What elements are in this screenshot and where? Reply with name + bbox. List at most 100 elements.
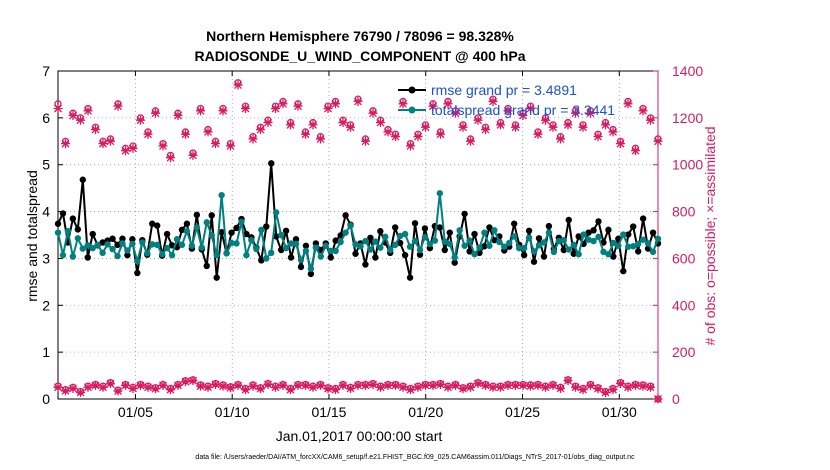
totalspread-point bbox=[585, 236, 592, 243]
obs-assimilated-marker bbox=[616, 139, 625, 149]
totalspread-point bbox=[243, 251, 250, 259]
obs-assimilated-marker bbox=[563, 120, 573, 130]
totalspread-point bbox=[501, 243, 508, 250]
obs-assimilated-marker bbox=[646, 115, 655, 125]
obs-assimilated-marker bbox=[526, 103, 535, 113]
obs-assimilated-marker bbox=[646, 382, 655, 392]
totalspread-point bbox=[515, 244, 523, 252]
data-file-footnote: data file: /Users/raeder/DAI/ATM_forcXX/… bbox=[195, 454, 635, 461]
rmse-point bbox=[233, 224, 240, 232]
rmse-point bbox=[585, 229, 592, 236]
obs-assimilated-marker bbox=[143, 129, 153, 139]
obs-assimilated-marker bbox=[608, 127, 618, 137]
obs-assimilated-marker bbox=[578, 385, 588, 395]
obs-assimilated-marker bbox=[121, 146, 130, 156]
obs-assimilated-marker bbox=[76, 115, 85, 125]
obs-assimilated-marker bbox=[601, 120, 610, 130]
obs-assimilated-marker bbox=[331, 99, 340, 109]
y-tick-label-left: 2 bbox=[42, 297, 50, 313]
y-axis-label-left: rmse and totalspread bbox=[24, 170, 40, 302]
obs-assimilated-marker bbox=[383, 380, 393, 390]
totalspread-point bbox=[456, 227, 463, 234]
totalspread-point bbox=[382, 233, 389, 241]
obs-assimilated-marker bbox=[188, 376, 198, 386]
obs-assimilated-marker bbox=[53, 103, 63, 113]
rmse-point bbox=[282, 227, 290, 234]
obs-assimilated-marker bbox=[556, 383, 565, 393]
obs-assimilated-marker bbox=[98, 139, 108, 149]
totalspread-point bbox=[282, 244, 290, 252]
obs-assimilated-marker bbox=[301, 380, 310, 390]
rmse-point bbox=[540, 253, 548, 260]
totalspread-point bbox=[64, 228, 72, 235]
totalspread-point bbox=[441, 238, 448, 245]
totalspread-point bbox=[287, 240, 295, 247]
totalspread-point bbox=[104, 241, 111, 248]
obs-assimilated-marker bbox=[181, 129, 190, 139]
totalspread-point bbox=[114, 252, 121, 260]
totalspread-point bbox=[213, 251, 220, 259]
rmse-point bbox=[520, 251, 528, 259]
rmse-point bbox=[277, 246, 285, 254]
obs-assimilated-marker bbox=[323, 103, 333, 113]
rmse-point bbox=[525, 227, 533, 234]
totalspread-point bbox=[317, 253, 325, 260]
obs-assimilated-marker bbox=[128, 143, 138, 153]
obs-assimilated-marker bbox=[436, 379, 445, 389]
obs-assimilated-marker bbox=[293, 101, 303, 111]
obs-assimilated-marker bbox=[278, 99, 288, 109]
totalspread-point bbox=[436, 190, 444, 197]
totalspread-point bbox=[391, 241, 399, 249]
obs-assimilated-marker bbox=[256, 384, 265, 394]
totalspread-point bbox=[337, 238, 344, 246]
totalspread-point bbox=[446, 240, 453, 248]
totalspread-point bbox=[119, 240, 126, 247]
obs-assimilated-marker bbox=[263, 379, 273, 389]
x-tick-label: 01/30 bbox=[602, 404, 637, 420]
obs-assimilated-marker bbox=[218, 106, 228, 116]
obs-assimilated-marker bbox=[586, 380, 595, 390]
rmse-point bbox=[630, 223, 637, 230]
totalspread-point bbox=[327, 247, 334, 255]
obs-assimilated-marker bbox=[368, 379, 378, 389]
obs-assimilated-marker bbox=[308, 120, 318, 130]
obs-assimilated-marker bbox=[406, 141, 415, 151]
obs-assimilated-marker bbox=[578, 122, 588, 132]
obs-assimilated-marker bbox=[601, 387, 610, 397]
rmse-point bbox=[639, 215, 647, 222]
x-tick-label: 01/05 bbox=[118, 404, 153, 420]
obs-assimilated-marker bbox=[113, 386, 123, 396]
y-tick-label-right: 0 bbox=[672, 391, 680, 407]
rmse-point bbox=[590, 227, 597, 234]
legend-marker bbox=[408, 106, 416, 114]
y-tick-label-left: 0 bbox=[42, 391, 50, 407]
totalspread-point bbox=[228, 239, 235, 247]
obs-assimilated-marker bbox=[271, 382, 280, 392]
obs-assimilated-marker bbox=[211, 379, 220, 389]
totalspread-point bbox=[79, 245, 86, 252]
obs-assimilated-marker bbox=[286, 385, 295, 395]
totalspread-point bbox=[506, 239, 513, 247]
obs-assimilated-marker bbox=[518, 111, 528, 121]
totalspread-point bbox=[639, 236, 647, 243]
obs-assimilated-marker bbox=[278, 380, 288, 390]
obs-assimilated-marker bbox=[481, 380, 490, 390]
totalspread-point bbox=[630, 243, 637, 250]
totalspread-point bbox=[535, 242, 543, 249]
obs-assimilated-marker bbox=[451, 380, 460, 390]
totalspread-point bbox=[322, 242, 329, 249]
totalspread-point bbox=[153, 241, 161, 249]
totalspread-point bbox=[476, 244, 483, 251]
obs-assimilated-marker bbox=[496, 382, 505, 392]
rmse-point bbox=[401, 251, 409, 259]
rmse-point bbox=[292, 236, 300, 243]
y-tick-label-left: 5 bbox=[42, 157, 50, 173]
obs-assimilated-marker bbox=[83, 382, 93, 392]
obs-assimilated-marker bbox=[376, 118, 385, 128]
rmse-point bbox=[213, 274, 220, 281]
totalspread-point bbox=[183, 228, 191, 235]
rmse-point bbox=[481, 243, 488, 250]
x-tick-label: 01/25 bbox=[505, 404, 540, 420]
obs-assimilated-marker bbox=[638, 381, 648, 391]
